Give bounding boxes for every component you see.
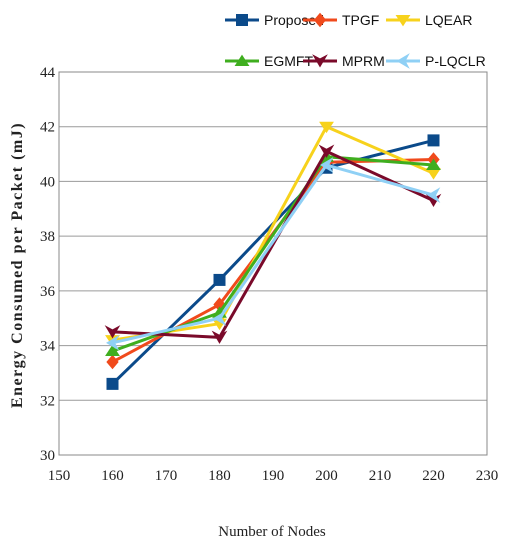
data-point (426, 168, 441, 180)
data-point (396, 53, 410, 69)
x-tick-label: 180 (208, 468, 231, 484)
legend-label: LQEAR (425, 12, 472, 28)
y-tick-label: 42 (40, 120, 55, 136)
data-point (318, 144, 335, 158)
legend-label: Proposed (264, 12, 324, 28)
x-tick-label: 210 (369, 468, 392, 484)
legend: Proposed TPGF LQEAR EGMFT MPRM P-LQCLR (225, 12, 486, 69)
gridlines (59, 71, 487, 456)
legend-item: MPRM (303, 53, 385, 69)
x-tick-labels: 150 160 170 180 190 200 210 220 230 (48, 468, 499, 484)
plot-frame (58, 71, 488, 456)
data-point (319, 121, 334, 134)
legend-item: EGMFT (225, 53, 313, 69)
x-tick-label: 160 (101, 468, 124, 484)
legend-item: LQEAR (386, 12, 472, 28)
x-axis-title: Number of Nodes (218, 524, 326, 540)
data-point (106, 377, 119, 390)
data-point (105, 344, 120, 357)
legend-label: MPRM (342, 53, 385, 69)
y-tick-label: 44 (40, 65, 56, 81)
x-tick-label: 190 (262, 468, 285, 484)
y-tick-label: 30 (40, 448, 55, 464)
data-point (320, 157, 334, 173)
data-point (213, 310, 227, 327)
series-line (111, 155, 434, 353)
data-point (104, 325, 121, 339)
x-tick-label: 150 (48, 468, 71, 484)
series-mprm (104, 144, 442, 344)
series-line (112, 149, 435, 339)
legend-item: Proposed (225, 12, 324, 28)
data-point (213, 273, 226, 286)
data-point (427, 187, 441, 203)
x-tick-label: 220 (422, 468, 445, 484)
data-point (234, 54, 250, 66)
y-tick-label: 32 (40, 393, 55, 409)
y-tick-label: 34 (40, 339, 56, 355)
y-tick-label: 38 (40, 229, 55, 245)
data-point (236, 14, 248, 26)
data-point (395, 15, 411, 27)
data-point (106, 354, 119, 370)
series-line (112, 163, 434, 345)
legend-item: TPGF (303, 12, 379, 28)
data-point (427, 134, 440, 147)
data-point (313, 12, 327, 28)
data-point (106, 334, 120, 351)
legend-item: P-LQCLR (386, 53, 486, 69)
y-tick-labels: 30 32 34 36 38 40 42 44 (40, 65, 56, 464)
x-tick-label: 230 (476, 468, 499, 484)
data-point (211, 330, 228, 344)
y-axis-title: Energy Consumed per Packet (mJ) (9, 122, 26, 408)
legend-label: EGMFT (264, 53, 313, 69)
legend-label: P-LQCLR (425, 53, 486, 69)
y-tick-label: 36 (40, 284, 56, 300)
y-tick-label: 40 (40, 174, 55, 190)
data-point (426, 158, 441, 171)
data-point (312, 54, 328, 68)
series-lines (104, 121, 442, 390)
x-tick-label: 200 (315, 468, 338, 484)
series-p-lqclr (106, 157, 441, 351)
x-tick-label: 170 (155, 468, 178, 484)
legend-label: TPGF (342, 12, 379, 28)
series-proposed (106, 134, 440, 390)
